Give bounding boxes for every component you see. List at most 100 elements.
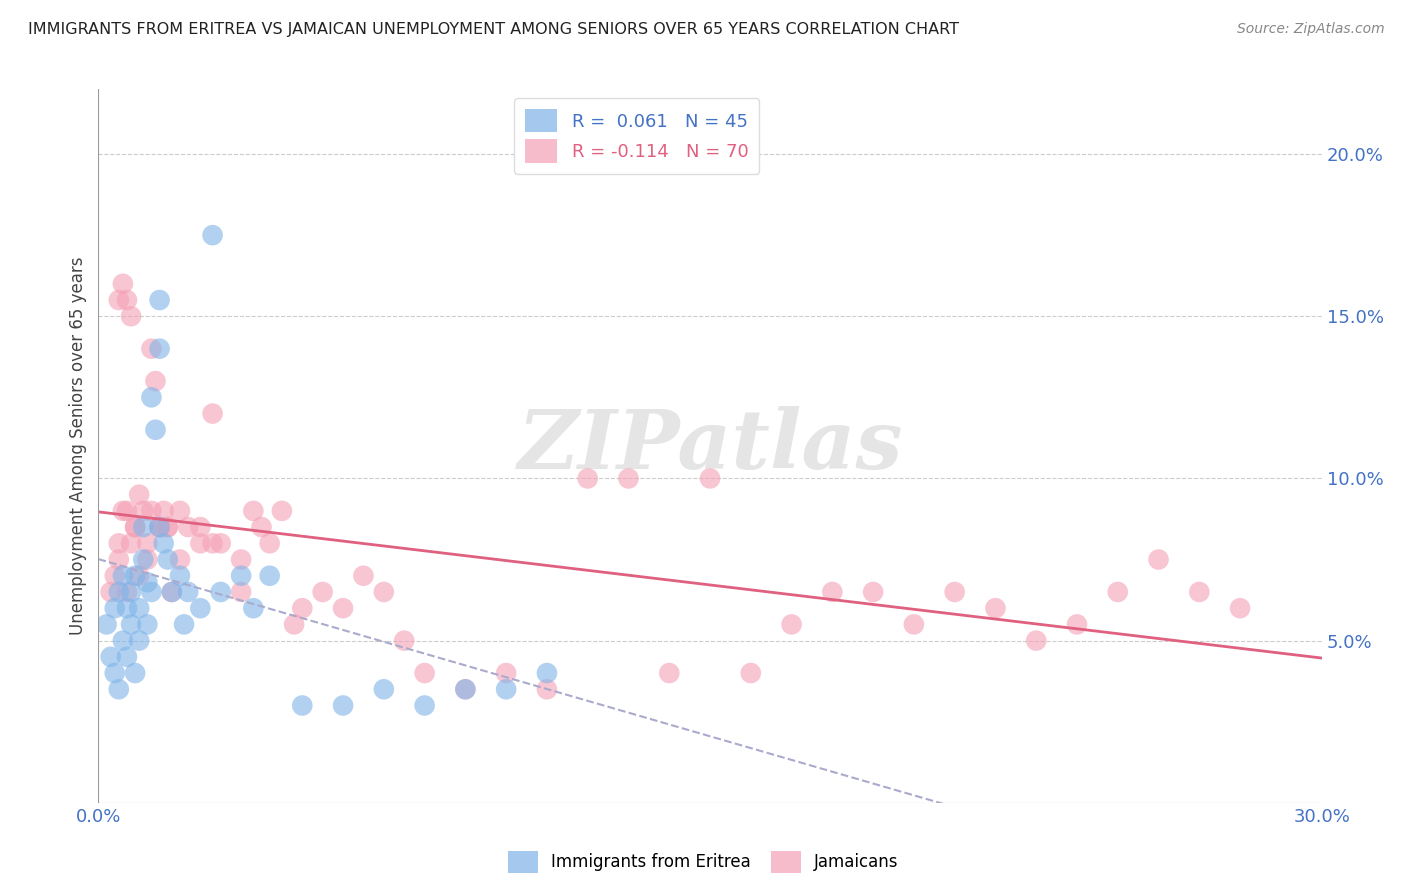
Point <box>128 633 150 648</box>
Point <box>413 698 436 713</box>
Point <box>413 666 436 681</box>
Point <box>576 471 599 485</box>
Point <box>177 585 200 599</box>
Point <box>188 601 212 615</box>
Legend: Immigrants from Eritrea, Jamaicans: Immigrants from Eritrea, Jamaicans <box>501 845 905 880</box>
Point <box>149 293 172 307</box>
Point <box>617 471 640 485</box>
Point <box>152 504 174 518</box>
Point <box>231 568 253 582</box>
Point <box>111 504 134 518</box>
Point <box>201 228 224 243</box>
Point <box>120 310 142 324</box>
Point <box>291 601 314 615</box>
Point <box>270 504 294 518</box>
Text: IMMIGRANTS FROM ERITREA VS JAMAICAN UNEMPLOYMENT AMONG SENIORS OVER 65 YEARS COR: IMMIGRANTS FROM ERITREA VS JAMAICAN UNEM… <box>28 22 959 37</box>
Point <box>903 617 925 632</box>
Y-axis label: Unemployment Among Seniors over 65 years: Unemployment Among Seniors over 65 years <box>69 257 87 635</box>
Point <box>149 520 172 534</box>
Point <box>373 585 395 599</box>
Point <box>120 585 142 599</box>
Point <box>209 585 232 599</box>
Point <box>111 633 134 648</box>
Point <box>156 552 179 566</box>
Point <box>291 698 314 713</box>
Point <box>454 682 477 697</box>
Point <box>136 575 159 590</box>
Point <box>943 585 966 599</box>
Point <box>821 585 844 599</box>
Point <box>780 617 803 632</box>
Point <box>984 601 1007 615</box>
Point <box>124 520 146 534</box>
Point <box>128 568 150 582</box>
Point <box>120 536 142 550</box>
Point <box>201 407 224 421</box>
Text: Source: ZipAtlas.com: Source: ZipAtlas.com <box>1237 22 1385 37</box>
Point <box>132 520 155 534</box>
Point <box>136 617 159 632</box>
Point <box>536 666 558 681</box>
Point <box>169 552 191 566</box>
Point <box>1107 585 1129 599</box>
Point <box>1066 617 1088 632</box>
Point <box>132 552 155 566</box>
Point <box>658 666 681 681</box>
Point <box>128 488 150 502</box>
Point <box>373 682 395 697</box>
Point <box>145 423 167 437</box>
Point <box>141 585 163 599</box>
Point <box>169 504 191 518</box>
Point <box>152 536 174 550</box>
Point <box>104 568 127 582</box>
Point <box>169 568 191 582</box>
Point <box>495 682 517 697</box>
Point <box>111 568 134 582</box>
Point <box>312 585 335 599</box>
Point <box>108 682 131 697</box>
Point <box>1147 552 1170 566</box>
Point <box>862 585 884 599</box>
Point <box>108 536 131 550</box>
Point <box>209 536 232 550</box>
Point <box>173 617 195 632</box>
Point <box>108 293 131 307</box>
Point <box>141 342 163 356</box>
Point <box>392 633 416 648</box>
Point <box>156 520 179 534</box>
Point <box>115 293 138 307</box>
Point <box>124 666 146 681</box>
Point <box>1025 633 1047 648</box>
Point <box>149 520 172 534</box>
Point <box>115 504 138 518</box>
Point <box>699 471 721 485</box>
Point <box>332 601 354 615</box>
Point <box>128 601 150 615</box>
Point <box>108 585 131 599</box>
Point <box>242 601 264 615</box>
Point <box>283 617 305 632</box>
Point <box>250 520 273 534</box>
Point <box>100 585 122 599</box>
Point <box>132 504 155 518</box>
Point <box>188 536 212 550</box>
Point <box>242 504 264 518</box>
Point <box>136 552 159 566</box>
Point <box>141 504 163 518</box>
Point <box>231 585 253 599</box>
Legend: R =  0.061   N = 45, R = -0.114   N = 70: R = 0.061 N = 45, R = -0.114 N = 70 <box>515 98 759 174</box>
Point <box>115 585 138 599</box>
Point <box>136 536 159 550</box>
Point <box>536 682 558 697</box>
Point <box>149 520 172 534</box>
Point <box>1188 585 1211 599</box>
Point <box>124 568 146 582</box>
Point <box>160 585 183 599</box>
Point <box>120 617 142 632</box>
Point <box>259 536 281 550</box>
Point <box>231 552 253 566</box>
Point <box>115 601 138 615</box>
Point <box>454 682 477 697</box>
Point <box>145 374 167 388</box>
Point <box>108 552 131 566</box>
